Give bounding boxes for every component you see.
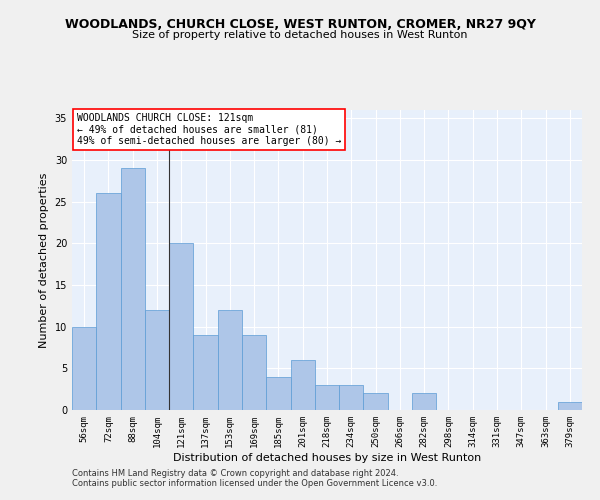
Text: Size of property relative to detached houses in West Runton: Size of property relative to detached ho…	[132, 30, 468, 40]
Bar	[145, 310, 169, 410]
Text: Contains HM Land Registry data © Crown copyright and database right 2024.: Contains HM Land Registry data © Crown c…	[72, 468, 398, 477]
Bar	[121, 168, 145, 410]
Y-axis label: Number of detached properties: Number of detached properties	[39, 172, 49, 348]
Bar	[242, 335, 266, 410]
Bar	[169, 244, 193, 410]
Bar	[412, 394, 436, 410]
Bar	[364, 394, 388, 410]
Text: Contains public sector information licensed under the Open Government Licence v3: Contains public sector information licen…	[72, 478, 437, 488]
Bar	[290, 360, 315, 410]
Bar	[72, 326, 96, 410]
Bar	[315, 385, 339, 410]
Bar	[558, 402, 582, 410]
X-axis label: Distribution of detached houses by size in West Runton: Distribution of detached houses by size …	[173, 452, 481, 462]
Text: WOODLANDS CHURCH CLOSE: 121sqm
← 49% of detached houses are smaller (81)
49% of : WOODLANDS CHURCH CLOSE: 121sqm ← 49% of …	[77, 113, 341, 146]
Bar	[193, 335, 218, 410]
Bar	[96, 194, 121, 410]
Bar	[218, 310, 242, 410]
Text: WOODLANDS, CHURCH CLOSE, WEST RUNTON, CROMER, NR27 9QY: WOODLANDS, CHURCH CLOSE, WEST RUNTON, CR…	[65, 18, 535, 30]
Bar	[339, 385, 364, 410]
Bar	[266, 376, 290, 410]
